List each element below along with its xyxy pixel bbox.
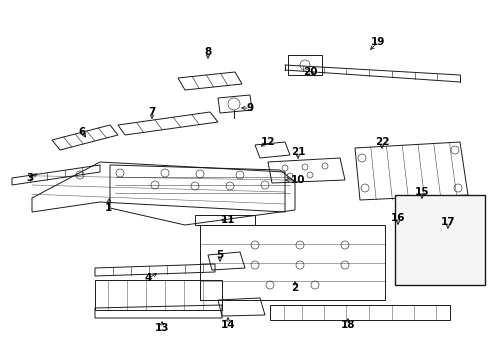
Text: 14: 14	[220, 320, 235, 330]
Text: 3: 3	[26, 173, 34, 183]
Text: 10: 10	[290, 175, 305, 185]
Text: 1: 1	[104, 203, 111, 213]
Text: 20: 20	[302, 67, 317, 77]
Text: 16: 16	[390, 213, 405, 223]
Text: 7: 7	[148, 107, 155, 117]
Text: 4: 4	[144, 273, 151, 283]
Text: 21: 21	[290, 147, 305, 157]
Bar	[394, 195, 484, 285]
Text: 15: 15	[414, 187, 428, 197]
Text: 17: 17	[440, 217, 454, 227]
Text: 22: 22	[374, 137, 388, 147]
Text: 18: 18	[340, 320, 354, 330]
Text: 8: 8	[204, 47, 211, 57]
Text: 2: 2	[291, 283, 298, 293]
Text: 12: 12	[260, 137, 275, 147]
Text: 6: 6	[78, 127, 85, 137]
Text: 19: 19	[370, 37, 385, 47]
Text: 5: 5	[216, 250, 223, 260]
Text: 9: 9	[246, 103, 253, 113]
Text: 13: 13	[154, 323, 169, 333]
Text: 11: 11	[220, 215, 235, 225]
